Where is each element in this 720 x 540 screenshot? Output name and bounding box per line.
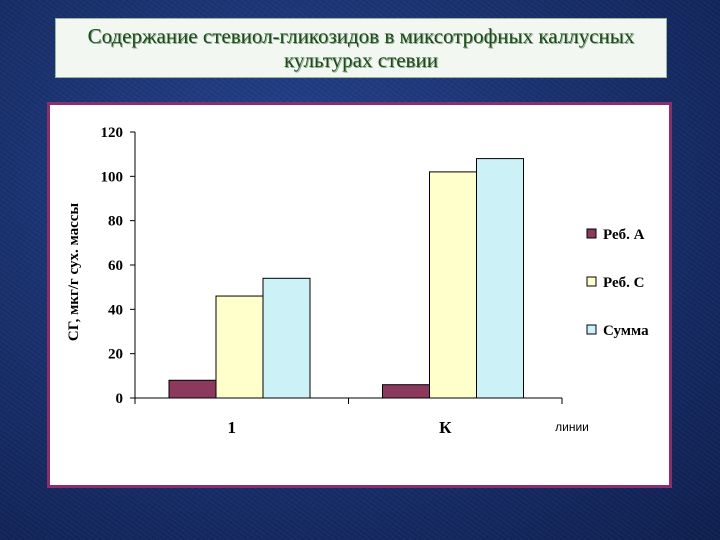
chart-frame bbox=[47, 102, 672, 488]
bar bbox=[168, 379, 217, 399]
legend-swatch bbox=[586, 324, 597, 335]
legend-swatch bbox=[586, 228, 597, 239]
x-category-label: 1 bbox=[228, 418, 237, 437]
legend-swatch bbox=[586, 276, 597, 287]
bar bbox=[215, 295, 264, 399]
y-tick-label: 60 bbox=[108, 258, 123, 274]
y-tick-label: 120 bbox=[101, 125, 124, 141]
y-tick-label: 40 bbox=[108, 302, 123, 318]
x-axis-label: линии bbox=[555, 420, 589, 434]
legend-label: Сумма bbox=[603, 323, 649, 339]
bar bbox=[429, 171, 477, 399]
bar bbox=[262, 277, 311, 399]
slide-title-box: Содержание стевиол-гликозидов в миксотро… bbox=[55, 18, 667, 78]
x-category-label: К bbox=[439, 418, 452, 437]
bar bbox=[476, 158, 524, 399]
y-tick-label: 20 bbox=[108, 347, 123, 363]
legend-label: Реб. А bbox=[603, 227, 645, 243]
chart-legend: Реб. А Реб. С Сумма bbox=[586, 227, 649, 339]
legend-label: Реб. С bbox=[603, 275, 644, 291]
slide-title: Содержание стевиол-гликозидов в миксотро… bbox=[87, 24, 635, 72]
y-tick-label: 80 bbox=[108, 214, 123, 230]
bar bbox=[382, 384, 430, 399]
chart-bars bbox=[168, 158, 524, 399]
y-axis-label: СГ, мкг/г сух. массы bbox=[66, 203, 82, 341]
y-tick-label: 100 bbox=[101, 169, 124, 185]
y-tick-label: 0 bbox=[116, 391, 124, 407]
y-tick-labels: 0 20 40 60 80 100 120 bbox=[101, 125, 124, 407]
